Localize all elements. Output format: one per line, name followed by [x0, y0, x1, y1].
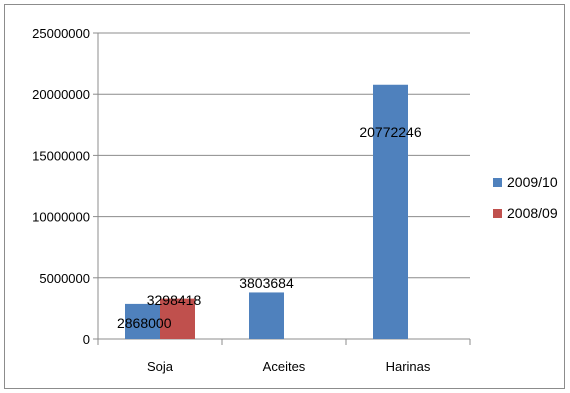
- legend-label-2009-10: 2009/10: [507, 174, 558, 190]
- legend-swatch-2009-10: [493, 178, 502, 187]
- bars: [125, 84, 408, 339]
- legend: 2009/10 2008/09: [493, 174, 558, 221]
- bar-2008-09-soja: [160, 298, 195, 339]
- x-tick-label-soja: Soja: [147, 359, 174, 374]
- data-label-2008-09-soja: 3298418: [147, 292, 202, 308]
- y-tick-label-10000000: 10000000: [32, 210, 90, 225]
- axes: 0 5000000 10000000 15000000 20000000 25000000…: [32, 26, 471, 374]
- legend-swatch-2008-09: [493, 209, 502, 218]
- y-tick-label-25000000: 25000000: [32, 26, 90, 41]
- data-labels: 2868000 3803684 20772246 3298418: [117, 124, 422, 331]
- y-tick-label-15000000: 15000000: [32, 148, 90, 163]
- bar-2009-10-soja: [125, 303, 160, 339]
- data-label-2009-10-aceites: 3803684: [239, 275, 294, 291]
- x-tick-label-aceites: Aceites: [263, 359, 306, 374]
- data-label-2009-10-soja: 2868000: [117, 315, 172, 331]
- x-tick-label-harinas: Harinas: [386, 359, 431, 374]
- y-tick-label-5000000: 5000000: [39, 271, 90, 286]
- y-tick-label-20000000: 20000000: [32, 87, 90, 102]
- y-tick-label-0: 0: [83, 332, 90, 347]
- data-label-2009-10-harinas: 20772246: [359, 124, 422, 140]
- bar-2009-10-harinas: [373, 84, 408, 339]
- legend-label-2008-09: 2008/09: [507, 205, 558, 221]
- gridlines: [98, 32, 470, 279]
- bar-2009-10-aceites: [249, 292, 284, 339]
